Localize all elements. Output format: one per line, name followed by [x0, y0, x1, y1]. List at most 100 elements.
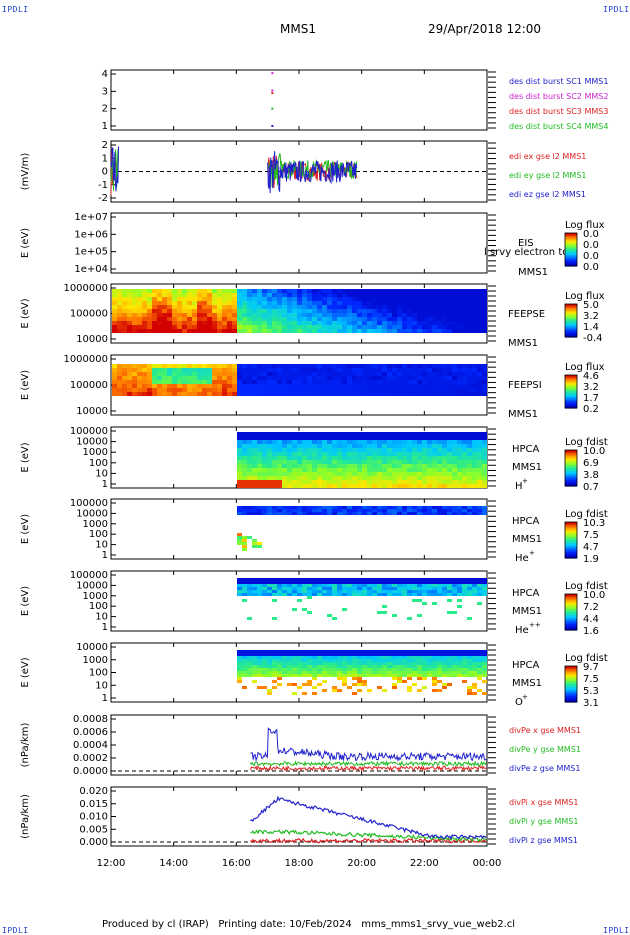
heatmap-cell — [227, 368, 232, 372]
heatmap-cell — [392, 472, 397, 476]
heatmap-cell — [447, 329, 452, 333]
y-tick-label: 100 — [89, 601, 108, 612]
heatmap-cell — [302, 297, 307, 301]
heatmap-cell — [127, 372, 132, 376]
colorbar-tick-label: 0.0 — [583, 240, 599, 251]
heatmap-cell — [232, 368, 237, 372]
heatmap-cell — [387, 665, 392, 668]
heatmap-cell — [227, 313, 232, 317]
heatmap-cell — [307, 436, 312, 440]
heatmap-cell — [237, 506, 242, 509]
heatmap-cell — [247, 506, 252, 509]
heatmap-cell — [317, 662, 322, 665]
heatmap-cell — [417, 309, 422, 313]
heatmap-cell — [477, 581, 482, 584]
heatmap-cell — [437, 325, 442, 329]
heatmap-cell — [302, 590, 307, 593]
heatmap-cell — [397, 659, 402, 662]
heatmap-cell — [207, 301, 212, 305]
heatmap-cell — [287, 668, 292, 671]
heatmap-cell — [317, 653, 322, 656]
heatmap-cell — [382, 380, 387, 384]
heatmap-cell — [442, 293, 447, 297]
heatmap-cell — [242, 448, 247, 452]
heatmap-cell — [297, 665, 302, 668]
heatmap-cell — [202, 313, 207, 317]
colorbar-tick-label: 10.0 — [583, 446, 605, 457]
heatmap-cell — [332, 364, 337, 368]
heatmap-cell — [277, 372, 282, 376]
heatmap-cell — [317, 460, 322, 464]
heatmap-cell — [292, 436, 297, 440]
heatmap-cell — [287, 674, 292, 677]
heatmap-cell — [357, 581, 362, 584]
heatmap-cell — [432, 384, 437, 388]
heatmap-cell — [272, 593, 277, 596]
heatmap-cell — [257, 313, 262, 317]
heatmap-cell — [267, 674, 272, 677]
heatmap-cell — [352, 581, 357, 584]
heatmap-cell — [352, 659, 357, 662]
heatmap-cell — [307, 376, 312, 380]
heatmap-cell — [397, 506, 402, 509]
heatmap-cell — [277, 653, 282, 656]
heatmap-cell — [417, 452, 422, 456]
heatmap-cell — [477, 293, 482, 297]
heatmap-cell — [252, 380, 257, 384]
heatmap-cell — [197, 388, 202, 392]
heatmap-cell — [297, 444, 302, 448]
heatmap-cell — [312, 460, 317, 464]
heatmap-cell — [367, 656, 372, 659]
heatmap-cell — [282, 380, 287, 384]
heatmap-cell — [352, 593, 357, 596]
heatmap-cell — [417, 653, 422, 656]
heatmap-cell — [282, 313, 287, 317]
heatmap-cell — [282, 309, 287, 313]
heatmap-cell — [462, 293, 467, 297]
colorbar-cell — [565, 394, 577, 397]
heatmap-cell — [302, 668, 307, 671]
heatmap-cell — [417, 476, 422, 480]
heatmap-cell — [327, 321, 332, 325]
heatmap-cell — [442, 368, 447, 372]
heatmap-cell — [272, 472, 277, 476]
heatmap-cell — [282, 368, 287, 372]
heatmap-cell — [332, 464, 337, 468]
colorbar-cell — [565, 255, 577, 257]
heatmap-cell — [227, 293, 232, 297]
heatmap-cell — [267, 392, 272, 396]
heatmap-cell — [272, 309, 277, 313]
heatmap-cell — [222, 325, 227, 329]
y-tick-label: 10000 — [76, 334, 108, 345]
heatmap-cell — [347, 472, 352, 476]
heatmap-cell — [342, 590, 347, 593]
heatmap-cell — [467, 440, 472, 444]
heatmap-cell — [402, 656, 407, 659]
heatmap-cell — [297, 650, 302, 653]
legend-entry: des dist burst SC4 MMS4 — [509, 122, 608, 131]
heatmap-cell — [412, 392, 417, 396]
heatmap-cell — [482, 452, 487, 456]
heatmap-cell — [382, 659, 387, 662]
heatmap-cell — [307, 578, 312, 581]
heatmap-cell — [447, 653, 452, 656]
heatmap-cell — [152, 372, 157, 376]
heatmap-cell — [247, 671, 252, 674]
heatmap-cell — [472, 692, 477, 695]
heatmap-cell — [327, 313, 332, 317]
heatmap-cell — [402, 671, 407, 674]
heatmap-cell — [477, 665, 482, 668]
heatmap-cell — [457, 671, 462, 674]
heatmap-cell — [452, 581, 457, 584]
heatmap-cell — [177, 376, 182, 380]
heatmap-cell — [312, 468, 317, 472]
heatmap-cell — [342, 662, 347, 665]
heatmap-cell — [312, 376, 317, 380]
colorbar-tick-label: 3.2 — [583, 311, 599, 322]
heatmap-cell — [277, 293, 282, 297]
heatmap-cell — [467, 317, 472, 321]
heatmap-cell — [142, 392, 147, 396]
heatmap-cell — [437, 671, 442, 674]
heatmap-cell — [387, 448, 392, 452]
heatmap-cell — [257, 587, 262, 590]
